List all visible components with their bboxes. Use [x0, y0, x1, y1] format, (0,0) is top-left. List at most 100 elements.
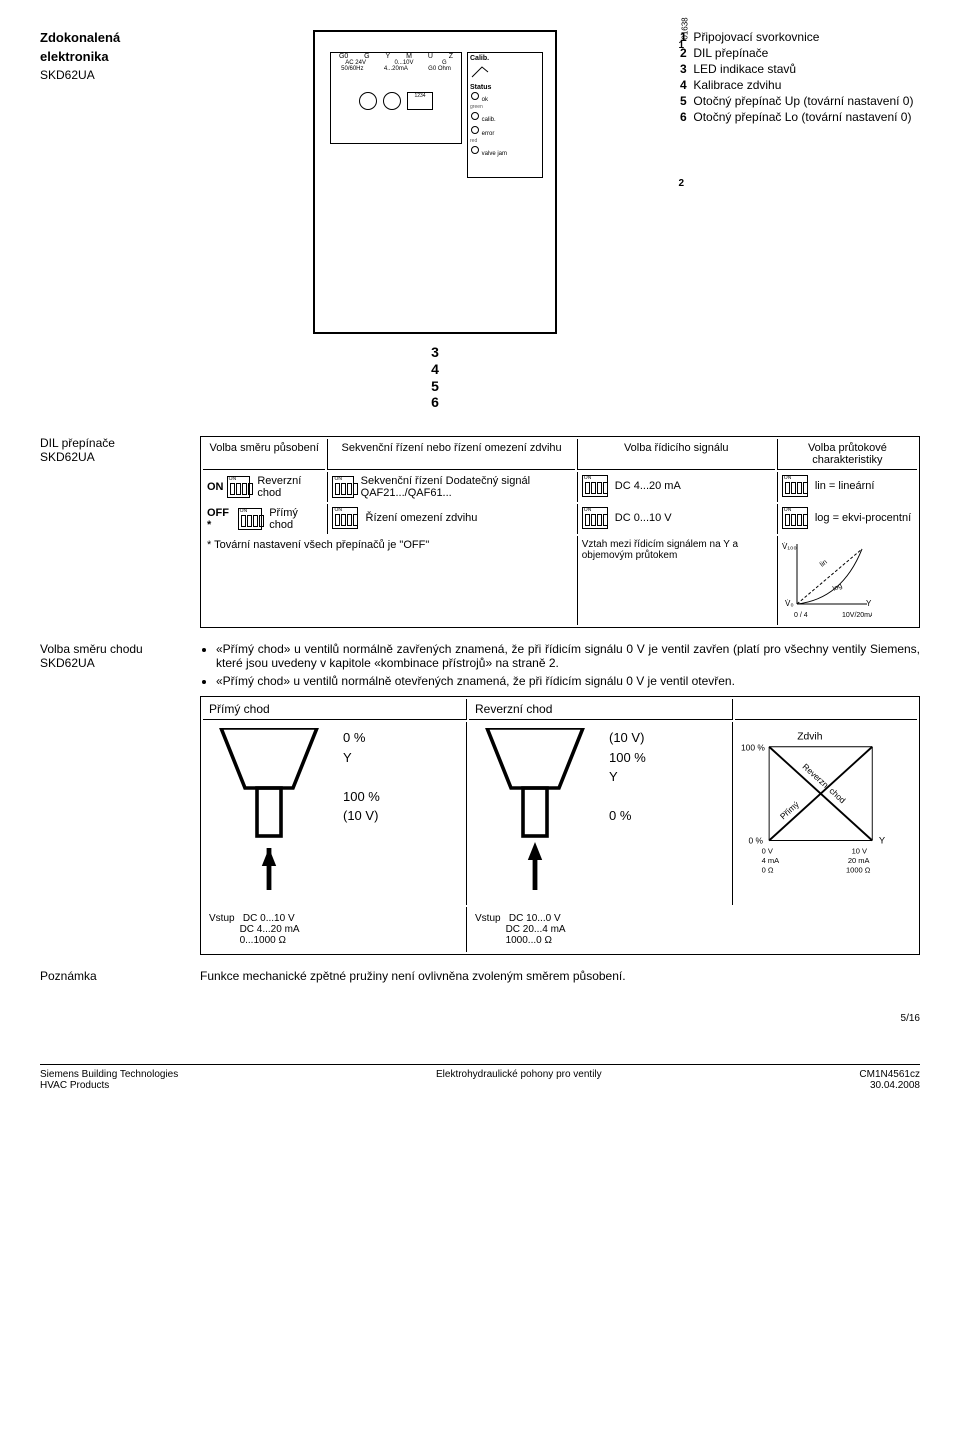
svg-text:100 %: 100 %: [741, 743, 765, 753]
dir-side-label: Volba směru chodu SKD62UA: [40, 642, 200, 955]
off-c0: Přímý chod: [269, 507, 321, 531]
foot-center: Elektrohydraulické pohony pro ventily: [436, 1069, 602, 1091]
r-top2: 100 %: [609, 748, 726, 768]
num-5: 5: [313, 378, 557, 395]
sub-420: 4...20mA: [384, 66, 408, 72]
l-topy: Y: [343, 748, 460, 768]
pcb-box: G0 G Y M U Z AC 24V 0...10V G 50/60Hz: [313, 30, 557, 334]
dip-side-label: DIL přepínače SKD62UA: [40, 436, 200, 628]
led-green: green: [470, 104, 540, 111]
term-m: M: [406, 53, 412, 60]
r-foot-label: Vstup: [475, 913, 501, 924]
callout-num-1: 1: [678, 40, 684, 51]
off-c2: DC 0...10 V: [615, 512, 672, 524]
note-label: Poznámka: [40, 969, 200, 983]
title-2: elektronika: [40, 49, 200, 64]
dip-mini: 1234: [407, 92, 433, 110]
foot-r1: CM1N4561cz: [859, 1069, 920, 1080]
direction-section: Volba směru chodu SKD62UA «Přímý chod» u…: [40, 642, 920, 955]
r-fl1: DC 20...4 mA: [506, 924, 566, 935]
svg-text:20 mA: 20 mA: [848, 856, 870, 865]
svg-text:10V/20mA: 10V/20mA: [842, 612, 872, 619]
co-4n: 4: [680, 78, 687, 92]
sub-5060: 50/60Hz: [341, 66, 363, 72]
l-mid2: (10 V): [343, 806, 460, 826]
led-error-icon: [471, 126, 479, 134]
dir-bullets: «Přímý chod» u ventilů normálně zavřenýc…: [200, 642, 920, 688]
led-valve-icon: [471, 146, 479, 154]
pcb-diagram: 01638 G0 G Y M U Z AC 24V 0...10V G: [200, 30, 670, 411]
diagram-id: 01638: [680, 17, 689, 39]
co-5n: 5: [680, 94, 687, 108]
hand-icon: [470, 62, 500, 82]
dip-h3: Volba průtokové charakteristiky: [777, 439, 917, 470]
dip-table: Volba směru působení Sekvenční řízení ne…: [200, 436, 920, 628]
calib-panel: Calib. Status ok green calib. error red …: [467, 52, 543, 178]
svg-text:10 V: 10 V: [852, 847, 867, 856]
st-h0: Přímý chod: [203, 699, 467, 720]
dip-icon: [582, 507, 608, 529]
note-text: Funkce mechanické zpětné pružiny není ov…: [200, 969, 920, 983]
off-c1: Řízení omezení zdvihu: [366, 512, 478, 524]
svg-text:1000 Ω: 1000 Ω: [846, 866, 871, 875]
dip-icon: [332, 476, 353, 498]
zdvih-graph: Zdvih 100 % 0 % Přímý Reverzní chod Y 0 …: [741, 728, 891, 878]
knob-calib: [359, 92, 377, 110]
co-1t: Připojovací svorkovnice: [693, 30, 819, 44]
foot-r2: 30.04.2008: [859, 1080, 920, 1091]
r-fl0: DC 10...0 V: [509, 913, 561, 924]
l-fl0: DC 0...10 V: [243, 913, 295, 924]
dip-section: DIL přepínače SKD62UA Volba směru působe…: [40, 436, 920, 628]
svg-text:Y: Y: [879, 836, 886, 846]
stroke-table: Přímý chod Reverzní chod 0 % Y: [200, 696, 920, 955]
dip-icon: [582, 475, 608, 497]
on-c0: Reverzní chod: [257, 475, 321, 499]
svg-text:0 Ω: 0 Ω: [762, 866, 774, 875]
knob-status: [383, 92, 401, 110]
valve-open-icon: [475, 728, 595, 896]
co-6n: 6: [680, 110, 687, 124]
num-4: 4: [313, 361, 557, 378]
on-c1: Sekvenční řízení Dodatečný signál QAF21.…: [361, 475, 571, 499]
dip-icon: [227, 476, 251, 498]
bullet-0: «Přímý chod» u ventilů normálně zavřenýc…: [216, 642, 920, 670]
page-num: 5/16: [40, 1013, 920, 1024]
svg-text:Zdvih: Zdvih: [797, 731, 822, 742]
dip-icon: [782, 507, 808, 529]
svg-text:lin: lin: [819, 559, 829, 569]
l-foot-label: Vstup: [209, 913, 235, 924]
l-top: 0 %: [343, 728, 460, 748]
co-3t: LED indikace stavů: [693, 62, 796, 76]
co-2t: DIL přepínače: [693, 46, 768, 60]
terminal-block: G0 G Y M U Z AC 24V 0...10V G 50/60Hz: [330, 52, 462, 144]
r-fl2: 1000...0 Ω: [506, 935, 552, 946]
svg-text:Reverzní chod: Reverzní chod: [801, 762, 848, 806]
r-mid: 0 %: [609, 806, 726, 826]
l-fl1: DC 4...20 mA: [240, 924, 300, 935]
on-c2: DC 4...20 mA: [615, 480, 681, 492]
title-1: Zdokonalená: [40, 30, 200, 45]
dip-h2: Volba řídicího signálu: [577, 439, 775, 470]
sub-g0ohm: G0 Ohm: [428, 66, 451, 72]
dip-icon: [238, 508, 263, 530]
status-title: Status: [470, 84, 540, 91]
num-6: 6: [313, 394, 557, 411]
dip-footnote: * Tovární nastavení všech přepínačů je "…: [207, 539, 571, 551]
foot-l1: Siemens Building Technologies: [40, 1069, 178, 1080]
l-fl2: 0...1000 Ω: [240, 935, 286, 946]
svg-text:0 %: 0 %: [749, 836, 764, 846]
page-footer: Siemens Building Technologies HVAC Produ…: [40, 1064, 920, 1091]
svg-text:Y: Y: [866, 599, 872, 608]
valve-closed-icon: [209, 728, 329, 896]
bottom-callout-nums: 3 4 5 6: [313, 344, 557, 411]
dip-icon: [782, 475, 808, 497]
led-error: error: [482, 131, 495, 137]
flow-graph: V̇₁₀₀ V̇₀ 0 / 4 10V/20mA Y lin log: [782, 539, 872, 619]
svg-text:4 mA: 4 mA: [762, 856, 780, 865]
led-ok: ok: [482, 97, 488, 103]
term-u: U: [428, 53, 433, 60]
svg-text:0 V: 0 V: [762, 847, 773, 856]
led-red: red: [470, 138, 540, 145]
callout-list: 1 Připojovací svorkovnice 2 DIL přepínač…: [680, 30, 920, 126]
on-label: ON: [207, 481, 224, 493]
